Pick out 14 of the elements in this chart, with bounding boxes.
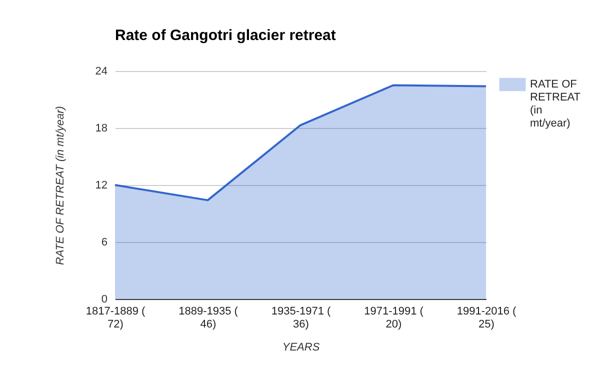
y-tick-label: 12 <box>95 180 108 192</box>
x-tick-label: 1971-1991 (20) <box>364 306 424 330</box>
x-tick-label: 1935-1971 (36) <box>271 306 331 330</box>
chart-title: Rate of Gangotri glacier retreat <box>115 27 336 44</box>
y-axis-title: RATE OF RETREAT (in mt/year) <box>54 106 66 265</box>
x-axis-title: YEARS <box>282 342 320 354</box>
x-tick-label: 1889-1935 (46) <box>178 306 238 330</box>
y-tick-label: 6 <box>101 236 108 248</box>
y-tick-label: 0 <box>101 294 108 306</box>
y-tick-label: 24 <box>95 66 108 78</box>
legend-label: RATE OF RETREAT (in mt/year) <box>530 78 581 130</box>
y-tick-label: 18 <box>95 122 108 134</box>
x-tick-label: 1817-1889 (72) <box>86 306 146 330</box>
x-tick-label: 1991-2016 (25) <box>456 306 516 330</box>
